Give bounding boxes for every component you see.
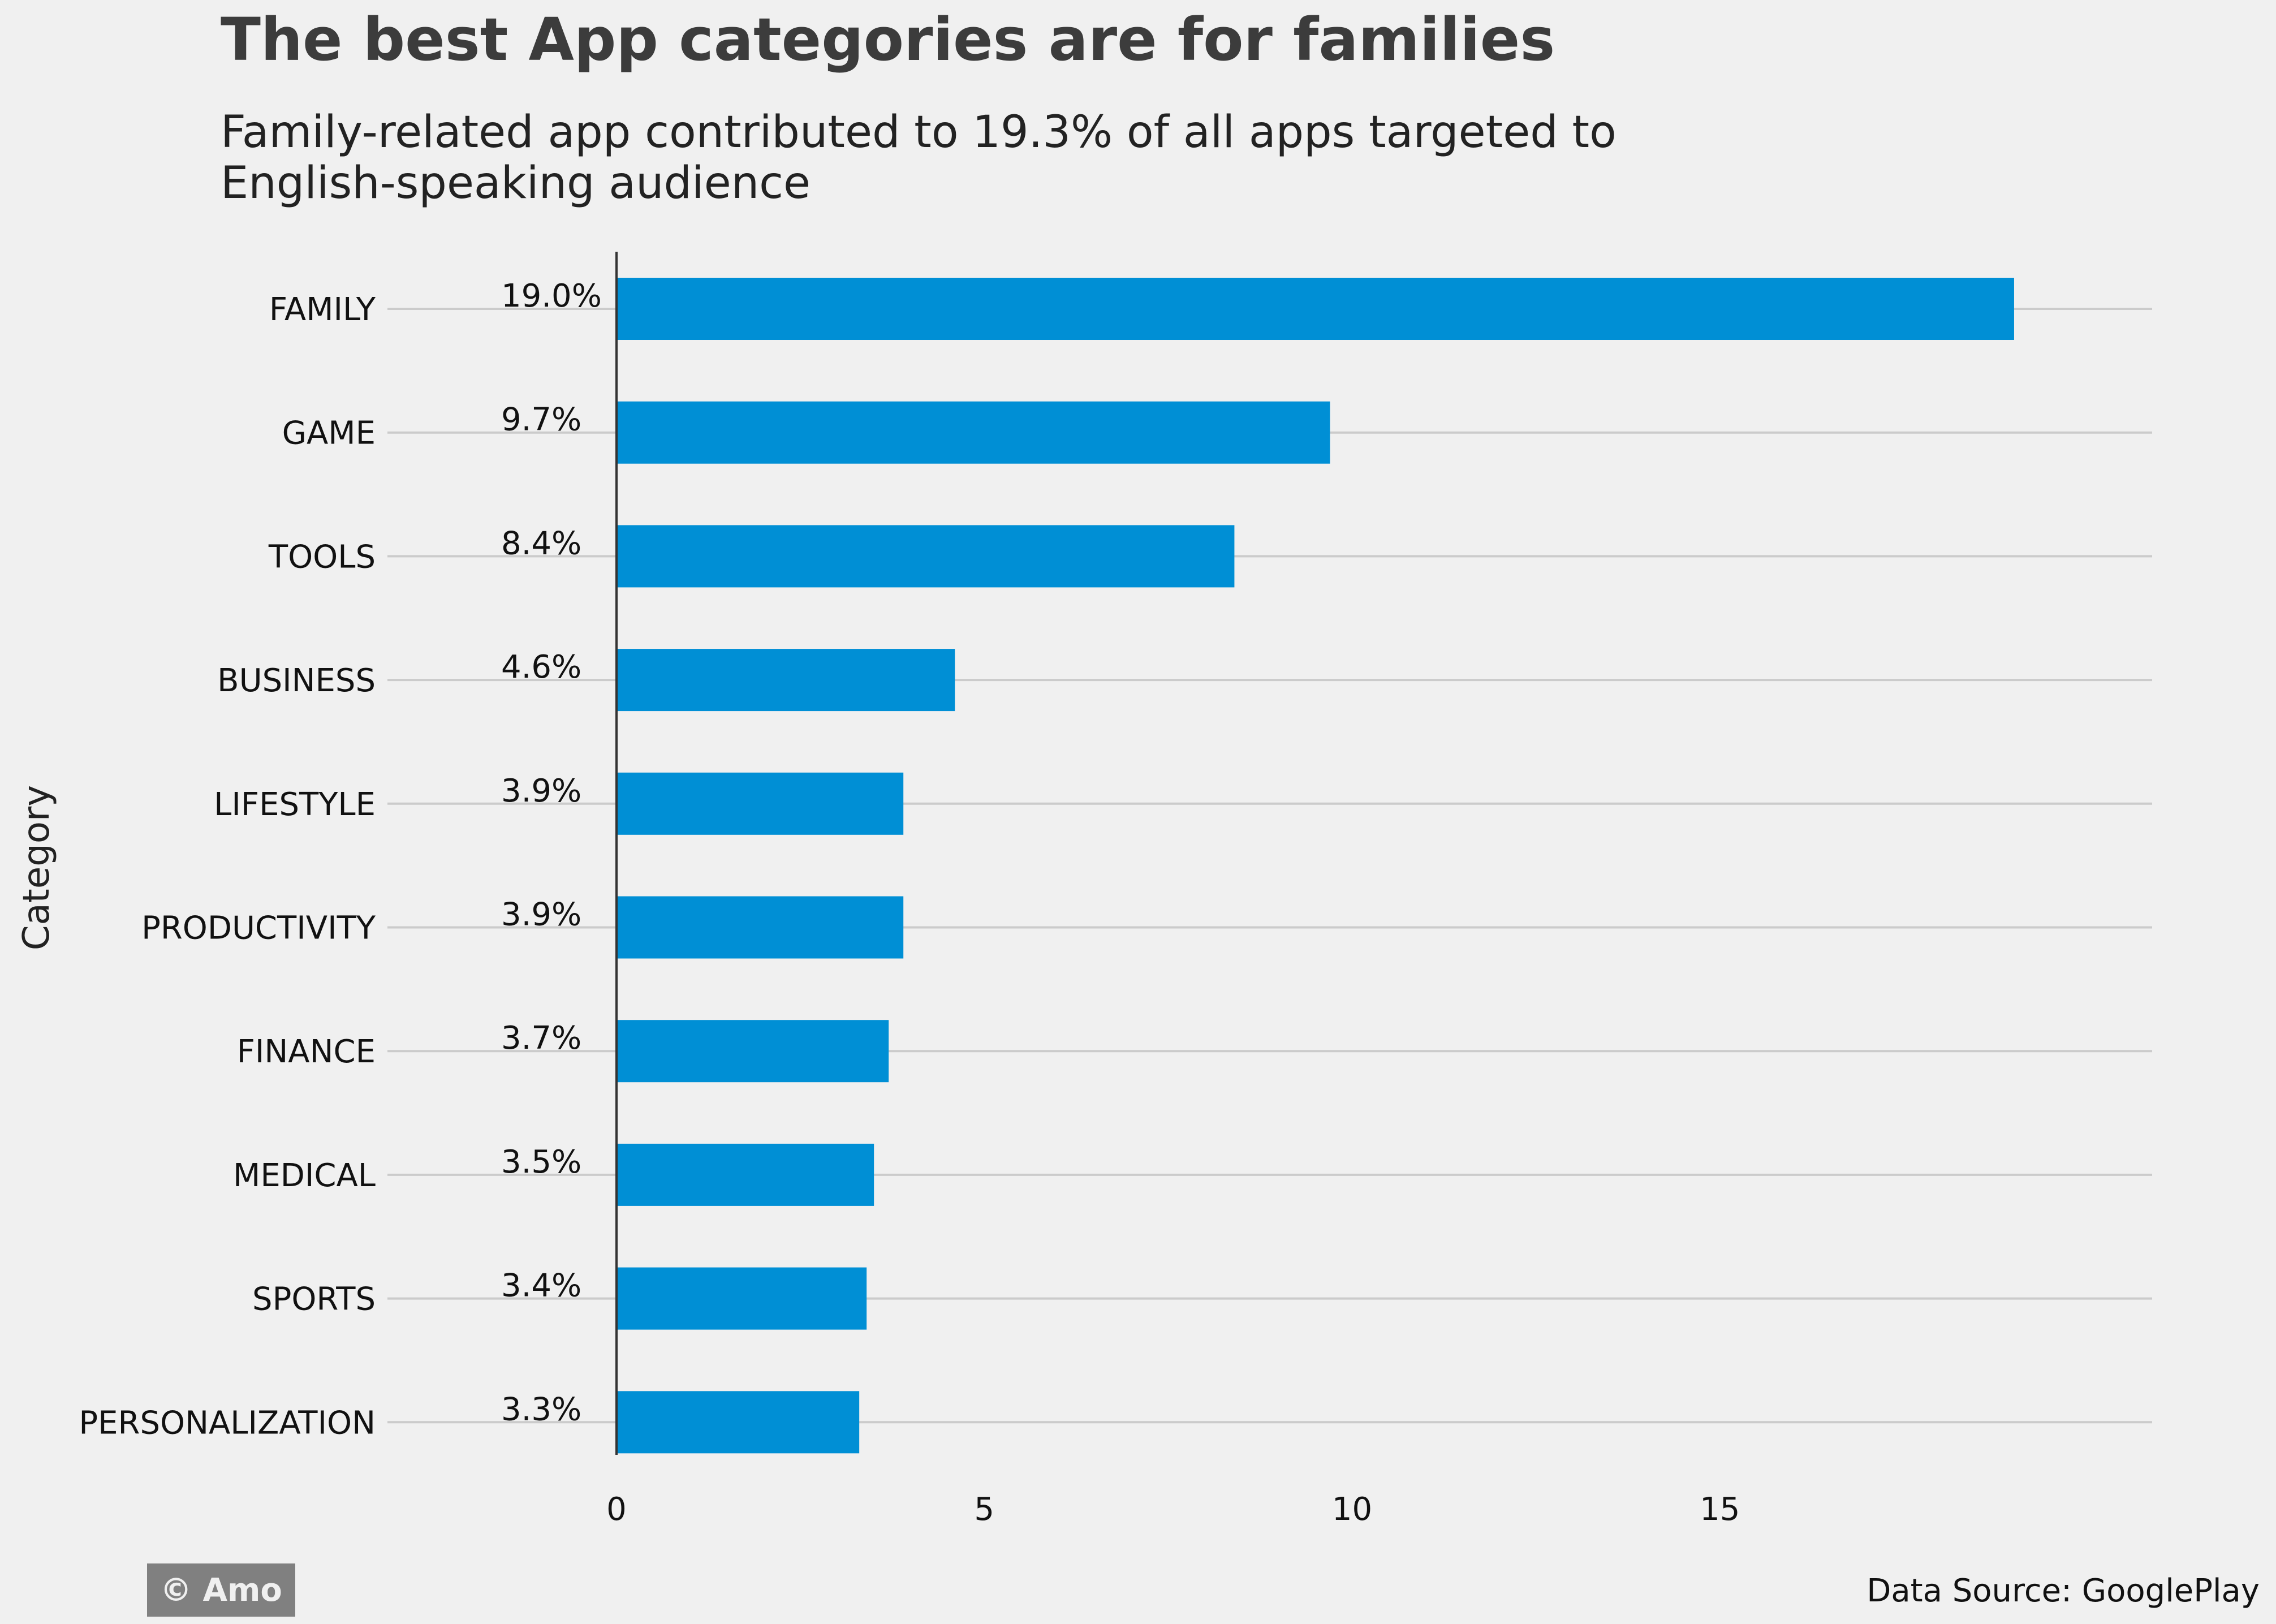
category-label: GAME [282, 415, 376, 452]
x-tick-label: 10 [1332, 1491, 1372, 1528]
value-label: 8.4% [501, 525, 581, 562]
value-labels: 19.0% 9.7% 8.4% 4.6% 3.9% 3.9% 3.7% 3.5% 3.4% 3.3… [501, 278, 602, 1428]
bar-sports [617, 1267, 867, 1330]
x-tick-label: 5 [974, 1491, 994, 1528]
bar-finance [617, 1020, 889, 1083]
category-label: TOOLS [268, 539, 376, 575]
x-tick-labels: 0 5 10 15 [606, 1491, 1740, 1528]
value-label: 3.3% [501, 1391, 581, 1428]
copyright-badge [147, 1563, 295, 1617]
copyright-text: © Amo [160, 1572, 282, 1609]
category-label: BUSINESS [217, 662, 376, 699]
value-label: 3.4% [501, 1268, 581, 1304]
value-label: 9.7% [501, 402, 581, 438]
bar-productivity [617, 896, 904, 959]
x-tick-label: 15 [1700, 1491, 1740, 1528]
bar-medical [617, 1143, 874, 1206]
value-label: 3.5% [501, 1144, 581, 1181]
category-label: LIFESTYLE [214, 786, 376, 823]
value-label: 3.9% [501, 773, 581, 809]
category-label: FAMILY [269, 291, 376, 328]
bar-business [617, 649, 955, 712]
data-source-text: Data Source: GooglePlay [1867, 1573, 2260, 1609]
chart-title: The best App categories are for families [221, 5, 1555, 74]
category-label: PRODUCTIVITY [141, 910, 376, 947]
bar-family [617, 278, 2014, 340]
category-labels: FAMILY GAME TOOLS BUSINESS LIFESTYLE PRODUCTI… [79, 291, 376, 1441]
category-label: MEDICAL [233, 1157, 376, 1194]
bar-personalization [617, 1391, 860, 1454]
category-label: FINANCE [237, 1033, 376, 1070]
bar-game [617, 401, 1330, 464]
chart-subtitle-line-1: Family-related app contributed to 19.3% … [221, 107, 1617, 158]
bars [617, 278, 2014, 1454]
value-label: 4.6% [501, 649, 581, 686]
value-label: 3.7% [501, 1020, 581, 1057]
category-label: SPORTS [252, 1281, 376, 1318]
bar-lifestyle [617, 772, 904, 835]
value-label: 3.9% [501, 897, 581, 933]
x-tick-label: 0 [606, 1491, 627, 1528]
value-label: 19.0% [501, 278, 602, 315]
bar-tools [617, 525, 1235, 588]
y-axis-label: Category [16, 785, 58, 950]
category-label: PERSONALIZATION [79, 1405, 376, 1441]
chart-subtitle-line-2: English-speaking audience [221, 158, 811, 209]
